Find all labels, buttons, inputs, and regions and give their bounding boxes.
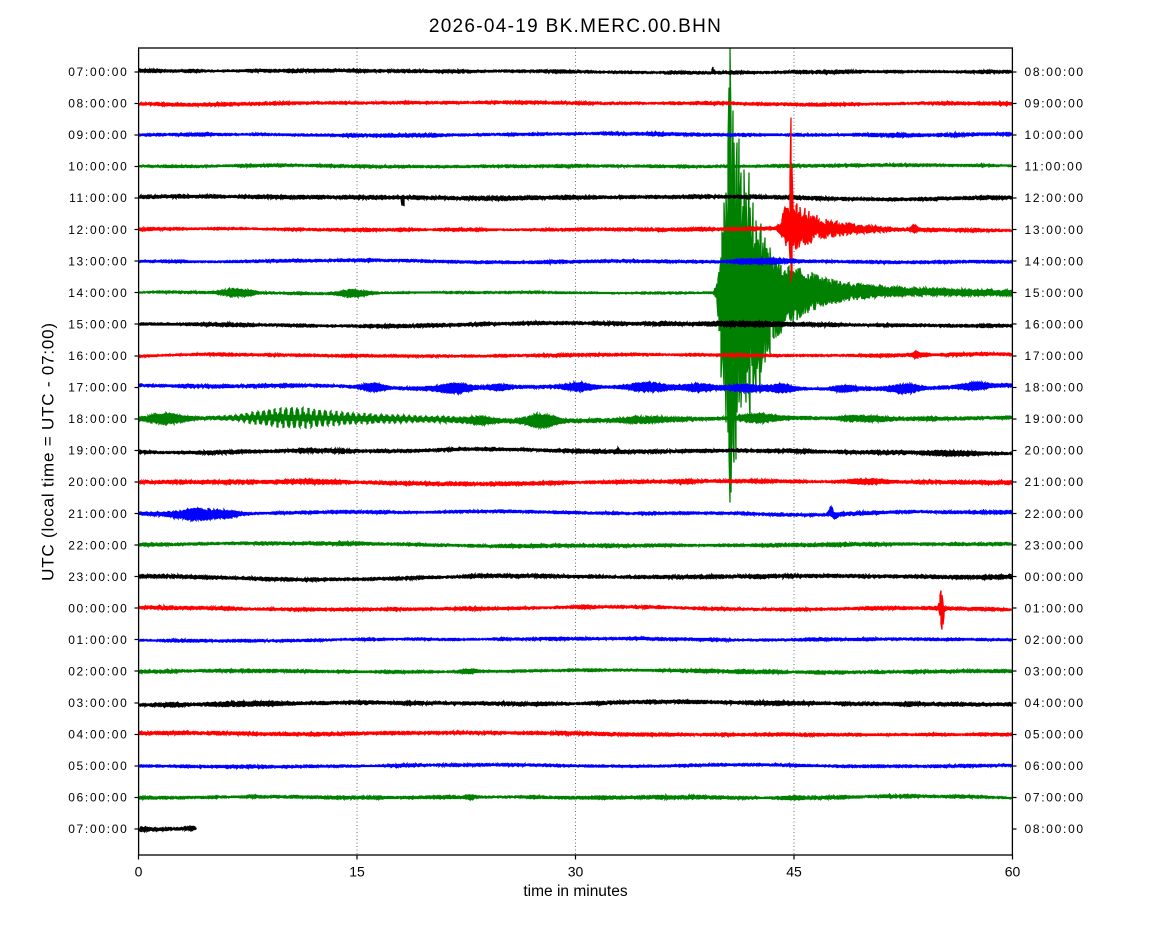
svg-text:08:00:00: 08:00:00 bbox=[68, 97, 128, 111]
svg-text:23:00:00: 23:00:00 bbox=[68, 570, 128, 584]
svg-text:00:00:00: 00:00:00 bbox=[68, 602, 128, 616]
svg-text:2026-04-19 BK.MERC.00.BHN: 2026-04-19 BK.MERC.00.BHN bbox=[429, 16, 722, 37]
svg-text:08:00:00: 08:00:00 bbox=[1025, 822, 1085, 836]
svg-text:13:00:00: 13:00:00 bbox=[68, 255, 128, 269]
svg-text:15: 15 bbox=[349, 864, 365, 880]
svg-text:07:00:00: 07:00:00 bbox=[68, 822, 128, 836]
svg-text:09:00:00: 09:00:00 bbox=[1025, 97, 1085, 111]
svg-text:07:00:00: 07:00:00 bbox=[68, 65, 128, 79]
svg-text:21:00:00: 21:00:00 bbox=[68, 507, 128, 521]
svg-text:0: 0 bbox=[135, 864, 143, 880]
svg-text:02:00:00: 02:00:00 bbox=[1025, 633, 1085, 647]
svg-text:18:00:00: 18:00:00 bbox=[68, 412, 128, 426]
svg-text:01:00:00: 01:00:00 bbox=[1025, 602, 1085, 616]
svg-text:time in minutes: time in minutes bbox=[523, 883, 627, 900]
svg-text:15:00:00: 15:00:00 bbox=[68, 318, 128, 332]
svg-text:12:00:00: 12:00:00 bbox=[68, 223, 128, 237]
svg-text:05:00:00: 05:00:00 bbox=[68, 759, 128, 773]
svg-text:06:00:00: 06:00:00 bbox=[68, 791, 128, 805]
svg-text:12:00:00: 12:00:00 bbox=[1025, 191, 1085, 205]
svg-text:22:00:00: 22:00:00 bbox=[1025, 507, 1085, 521]
svg-text:45: 45 bbox=[786, 864, 802, 880]
svg-text:20:00:00: 20:00:00 bbox=[1025, 444, 1085, 458]
svg-text:13:00:00: 13:00:00 bbox=[1025, 223, 1085, 237]
svg-text:04:00:00: 04:00:00 bbox=[68, 728, 128, 742]
svg-text:08:00:00: 08:00:00 bbox=[1025, 65, 1085, 79]
svg-text:00:00:00: 00:00:00 bbox=[1025, 570, 1085, 584]
svg-text:17:00:00: 17:00:00 bbox=[1025, 349, 1085, 363]
svg-text:17:00:00: 17:00:00 bbox=[68, 381, 128, 395]
svg-text:18:00:00: 18:00:00 bbox=[1025, 381, 1085, 395]
svg-text:30: 30 bbox=[568, 864, 584, 880]
svg-text:03:00:00: 03:00:00 bbox=[1025, 665, 1085, 679]
svg-text:60: 60 bbox=[1005, 864, 1021, 880]
svg-text:19:00:00: 19:00:00 bbox=[68, 444, 128, 458]
svg-text:20:00:00: 20:00:00 bbox=[68, 475, 128, 489]
svg-text:01:00:00: 01:00:00 bbox=[68, 633, 128, 647]
svg-text:16:00:00: 16:00:00 bbox=[1025, 318, 1085, 332]
svg-text:10:00:00: 10:00:00 bbox=[1025, 128, 1085, 142]
svg-text:14:00:00: 14:00:00 bbox=[68, 286, 128, 300]
svg-text:11:00:00: 11:00:00 bbox=[1025, 160, 1084, 174]
svg-text:23:00:00: 23:00:00 bbox=[1025, 539, 1085, 553]
svg-text:09:00:00: 09:00:00 bbox=[68, 128, 128, 142]
svg-text:16:00:00: 16:00:00 bbox=[68, 349, 128, 363]
svg-text:19:00:00: 19:00:00 bbox=[1025, 412, 1085, 426]
svg-text:07:00:00: 07:00:00 bbox=[1025, 791, 1085, 805]
svg-text:02:00:00: 02:00:00 bbox=[68, 665, 128, 679]
svg-text:21:00:00: 21:00:00 bbox=[1025, 475, 1085, 489]
svg-text:UTC (local time = UTC - 07:00): UTC (local time = UTC - 07:00) bbox=[39, 322, 58, 581]
svg-text:10:00:00: 10:00:00 bbox=[68, 160, 128, 174]
svg-text:06:00:00: 06:00:00 bbox=[1025, 759, 1085, 773]
svg-text:04:00:00: 04:00:00 bbox=[1025, 696, 1085, 710]
svg-text:03:00:00: 03:00:00 bbox=[68, 696, 128, 710]
svg-text:15:00:00: 15:00:00 bbox=[1025, 286, 1085, 300]
svg-text:11:00:00: 11:00:00 bbox=[69, 191, 128, 205]
svg-text:22:00:00: 22:00:00 bbox=[68, 539, 128, 553]
svg-text:05:00:00: 05:00:00 bbox=[1025, 728, 1085, 742]
svg-text:14:00:00: 14:00:00 bbox=[1025, 255, 1085, 269]
